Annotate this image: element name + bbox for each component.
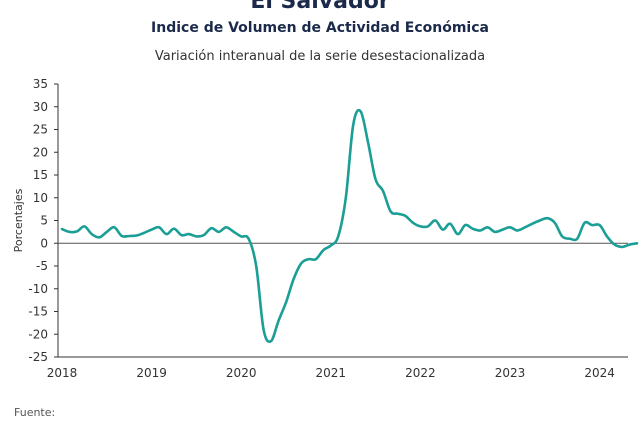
y-tick-label: 25 [33, 123, 48, 137]
y-tick-label: 0 [40, 236, 48, 250]
chart-description: Variación interanual de la serie desesta… [155, 49, 485, 64]
source-label: Fuente: [14, 406, 55, 419]
y-tick-label: -5 [36, 259, 48, 273]
y-tick-label: 35 [33, 77, 48, 91]
x-tick-label: 2024 [584, 366, 615, 380]
y-tick-label: 20 [33, 145, 48, 159]
y-tick-label: -20 [28, 327, 48, 341]
y-tick-label: 15 [33, 168, 48, 182]
x-tick-label: 2019 [136, 366, 167, 380]
y-tick-label: -25 [28, 350, 48, 364]
y-tick-label: -10 [28, 282, 48, 296]
x-axis: 2018 2019 2020 2021 2022 2023 2024 [47, 356, 628, 380]
x-tick-label: 2018 [47, 366, 78, 380]
series-line [60, 108, 639, 343]
y-axis-label: Porcentajes [12, 188, 25, 252]
x-tick-label: 2023 [495, 366, 526, 380]
y-tick-label: -15 [28, 305, 48, 319]
y-tick-label: 30 [33, 100, 48, 114]
y-axis: 35 30 25 20 15 10 5 0 -5 -10 -15 -20 -25 [28, 77, 59, 364]
chart-title: El Salvador [250, 0, 390, 14]
y-tick-label: 10 [33, 191, 48, 205]
x-tick-label: 2021 [316, 366, 347, 380]
x-tick-label: 2020 [226, 366, 257, 380]
x-tick-label: 2022 [405, 366, 436, 380]
y-tick-label: 5 [40, 214, 48, 228]
chart-subtitle: Indice de Volumen de Actividad Económica [151, 20, 489, 36]
